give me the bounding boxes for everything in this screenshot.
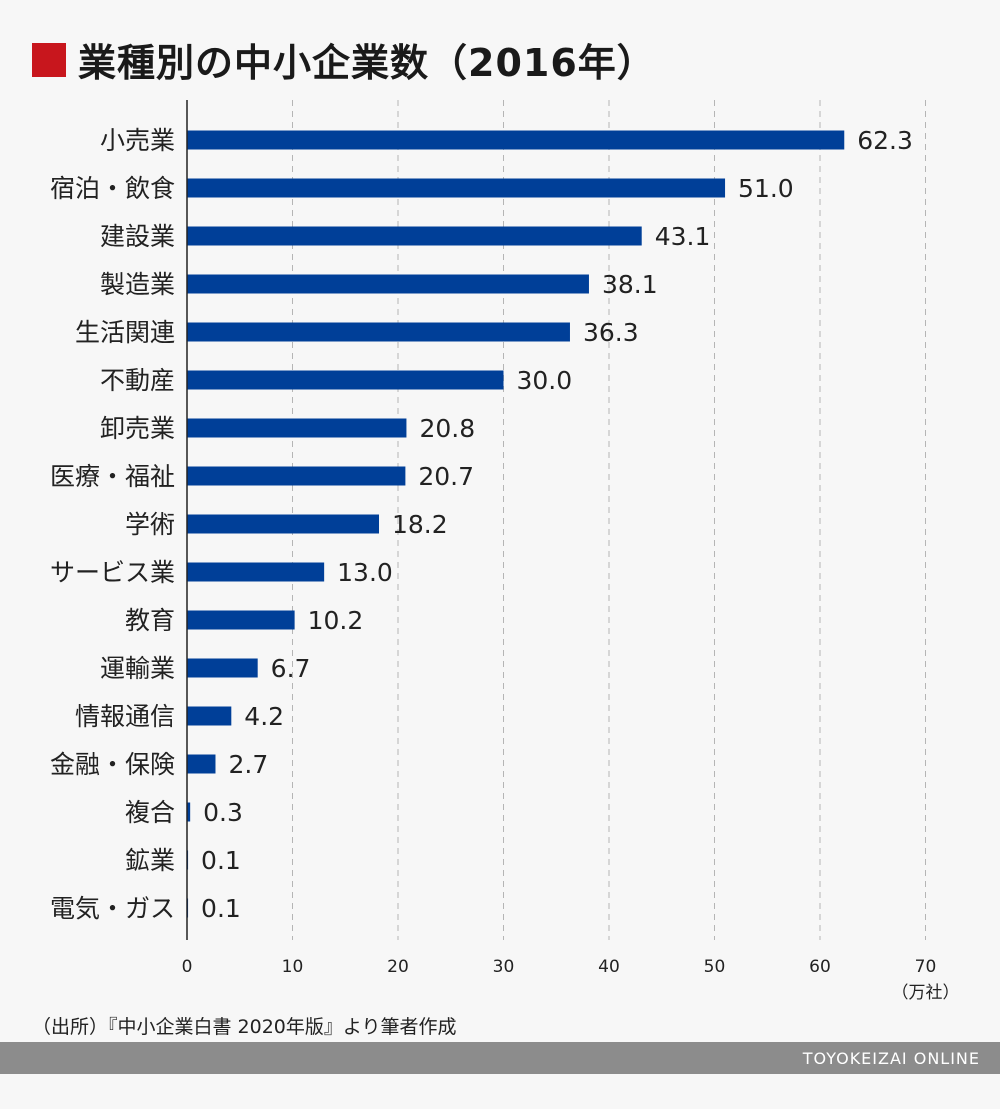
data-label: 20.8	[419, 414, 475, 443]
x-tick-label: 0	[182, 957, 193, 977]
category-label: 学術	[125, 510, 175, 539]
category-label: 医療・福祉	[50, 462, 175, 491]
bar	[187, 754, 216, 774]
data-label: 10.2	[308, 606, 364, 635]
chart-title: 業種別の中小企業数（2016年）	[78, 41, 656, 85]
data-label: 30.0	[517, 366, 573, 395]
bar	[187, 658, 258, 678]
category-label: サービス業	[50, 558, 175, 587]
footer-bar: TOYOKEIZAI ONLINE	[0, 1042, 1000, 1074]
x-tick-label: 40	[598, 957, 620, 977]
data-label: 4.2	[244, 702, 284, 731]
category-label: 金融・保険	[50, 750, 175, 779]
category-label: 宿泊・飲食	[50, 174, 175, 203]
data-label: 0.1	[201, 894, 241, 923]
bar	[187, 802, 191, 822]
category-label: 不動産	[100, 366, 175, 395]
category-label: 生活関連	[75, 318, 175, 347]
data-label: 20.7	[418, 462, 474, 491]
category-label: 情報通信	[75, 702, 175, 731]
category-label: 卸売業	[100, 414, 175, 443]
x-tick-label: 30	[493, 957, 515, 977]
title-square-icon	[32, 42, 66, 77]
x-tick-label: 10	[282, 957, 304, 977]
bar	[187, 226, 642, 246]
data-label: 0.1	[201, 846, 241, 875]
data-label: 38.1	[602, 270, 658, 299]
data-label: 6.7	[271, 654, 311, 683]
bar	[187, 418, 407, 438]
footer-brand: TOYOKEIZAI ONLINE	[802, 1049, 980, 1068]
bar	[187, 322, 570, 342]
category-label: 教育	[125, 606, 175, 635]
bar	[187, 178, 726, 198]
bar	[187, 466, 406, 486]
x-tick-label: 20	[387, 957, 409, 977]
bar	[187, 706, 232, 726]
bar	[187, 562, 325, 582]
source-note: （出所）『中小企業白書 2020年版』より筆者作成	[32, 1016, 457, 1038]
category-label: 小売業	[100, 126, 175, 155]
bar-chart: 0 10 20 30 40 50 60 70 （万社） 小売業 62.3 宿泊・飲食 51.0 建設業 43…	[50, 100, 960, 1003]
category-label: 建設業	[100, 222, 175, 251]
data-label: 0.3	[203, 798, 243, 827]
data-label: 51.0	[738, 174, 794, 203]
bar	[187, 274, 589, 294]
x-tick-label: 60	[809, 957, 831, 977]
data-label: 13.0	[337, 558, 393, 587]
bar	[187, 370, 504, 390]
data-label: 43.1	[655, 222, 711, 251]
bar	[187, 610, 295, 630]
x-unit-label: （万社）	[892, 983, 960, 1003]
category-label: 電気・ガス	[50, 894, 175, 923]
data-label: 36.3	[583, 318, 639, 347]
category-label: 複合	[125, 798, 175, 827]
x-tick-label: 50	[704, 957, 726, 977]
title-block: 業種別の中小企業数（2016年）	[32, 32, 656, 87]
category-label: 製造業	[100, 270, 175, 299]
data-label: 62.3	[857, 126, 913, 155]
data-label: 2.7	[228, 750, 268, 779]
bar	[187, 514, 380, 534]
data-label: 18.2	[392, 510, 448, 539]
category-label: 運輸業	[100, 654, 175, 683]
category-label: 鉱業	[125, 846, 175, 875]
x-tick-label: 70	[915, 957, 937, 977]
bar	[187, 130, 845, 150]
